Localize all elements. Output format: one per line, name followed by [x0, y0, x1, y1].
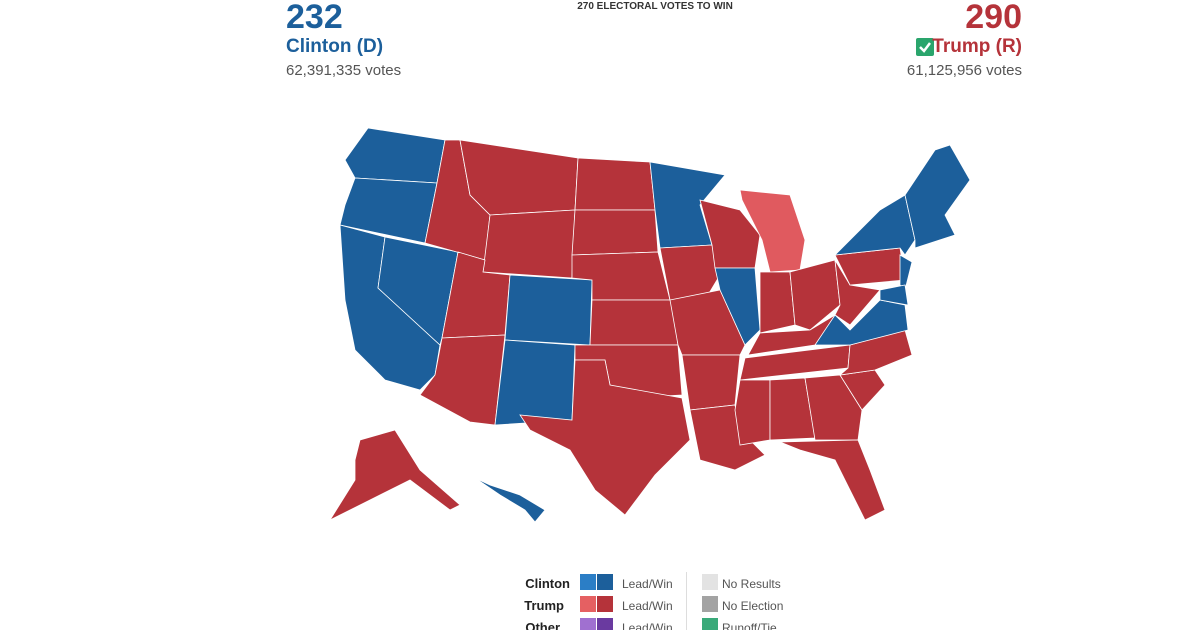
states — [328, 127, 971, 523]
popular-votes: 62,391,335 votes — [286, 62, 402, 79]
legend-party: Clinton — [525, 576, 570, 591]
state — [879, 284, 909, 306]
state — [482, 209, 576, 279]
state — [328, 429, 461, 521]
state — [571, 209, 659, 256]
state — [344, 127, 446, 184]
legend-swatch — [702, 618, 718, 630]
state — [474, 477, 546, 523]
state — [734, 379, 771, 446]
state — [833, 194, 916, 256]
state — [574, 157, 656, 211]
state — [759, 271, 796, 334]
legend-label: No Election — [722, 599, 784, 613]
state — [739, 189, 806, 273]
us-map — [328, 127, 971, 523]
state — [494, 339, 576, 426]
state — [519, 359, 691, 516]
state — [814, 299, 909, 346]
state — [779, 439, 886, 521]
legend-party: Trump — [524, 598, 564, 613]
legend-label: Runoff/Tie — [722, 621, 777, 630]
state — [899, 254, 913, 291]
state — [789, 259, 841, 331]
goal-label: 270 ELECTORAL VOTES TO WIN — [577, 1, 733, 12]
legend-label: No Results — [722, 577, 781, 591]
legend-label: Lead/Win — [622, 621, 673, 630]
legend-divider — [686, 572, 687, 630]
state — [339, 177, 438, 244]
state — [689, 404, 766, 471]
legend-swatch — [702, 574, 718, 590]
legend-swatch — [597, 596, 613, 612]
legend-party: Other — [525, 620, 560, 630]
legend-label: Lead/Win — [622, 577, 673, 591]
legend-swatch — [580, 596, 596, 612]
legend-label: Lead/Win — [622, 599, 673, 613]
winner-check — [916, 38, 934, 56]
state — [659, 244, 721, 301]
state — [714, 267, 761, 346]
electoral-votes: 290 — [965, 0, 1022, 36]
state — [804, 374, 863, 441]
state — [904, 144, 971, 249]
check-icon — [919, 42, 931, 53]
candidate: Trump (R) — [932, 36, 1022, 57]
legend-swatch — [597, 574, 613, 590]
popular-votes: 61,125,956 votes — [906, 62, 1022, 79]
state — [589, 299, 679, 346]
legend-swatch — [580, 574, 596, 590]
state — [681, 354, 741, 411]
candidate: Clinton (D) — [286, 36, 384, 57]
electoral-votes: 232 — [286, 0, 343, 36]
legend-swatch — [702, 596, 718, 612]
state — [504, 274, 593, 346]
legend-swatch — [580, 618, 596, 630]
legend-swatch — [597, 618, 613, 630]
